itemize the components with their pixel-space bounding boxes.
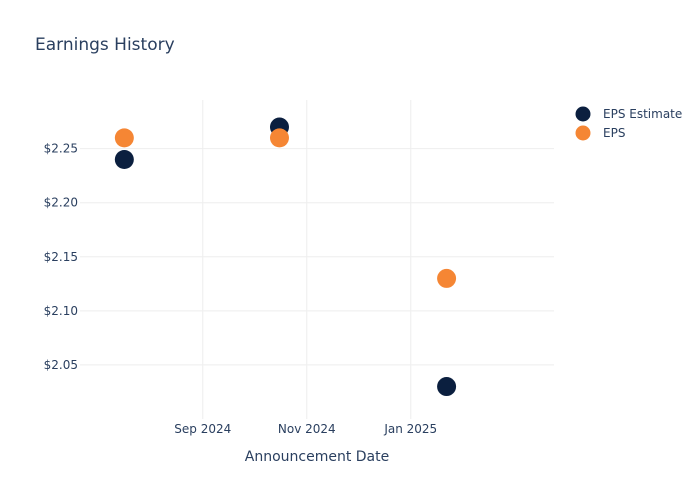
legend-marker xyxy=(575,106,591,122)
x-axis-title: Announcement Date xyxy=(245,449,389,465)
x-tick-label: Jan 2025 xyxy=(383,422,437,436)
legend-item-eps[interactable]: EPS xyxy=(575,125,626,141)
gridlines xyxy=(80,100,554,419)
eps-point[interactable] xyxy=(269,128,289,148)
data-points xyxy=(114,117,457,397)
y-axis-ticks: $2.05 $2.10 $2.15 $2.20 $2.25 xyxy=(44,142,78,372)
y-tick-label: $2.20 xyxy=(44,196,78,210)
eps-estimate-point[interactable] xyxy=(114,149,134,169)
legend-label: EPS Estimate xyxy=(603,107,682,121)
x-tick-label: Sep 2024 xyxy=(174,422,231,436)
eps-point[interactable] xyxy=(437,268,457,288)
x-tick-label: Nov 2024 xyxy=(278,422,336,436)
chart-title: Earnings History xyxy=(35,35,175,55)
x-axis-ticks: Sep 2024 Nov 2024 Jan 2025 xyxy=(174,422,437,436)
legend-item-eps-estimate[interactable]: EPS Estimate xyxy=(575,106,683,122)
legend[interactable]: EPS Estimate EPS xyxy=(575,106,683,141)
y-tick-label: $2.25 xyxy=(44,142,78,156)
y-tick-label: $2.15 xyxy=(44,250,78,264)
y-tick-label: $2.05 xyxy=(44,358,78,372)
legend-marker xyxy=(575,125,591,141)
y-tick-label: $2.10 xyxy=(44,304,78,318)
legend-label: EPS xyxy=(603,126,625,140)
eps-point[interactable] xyxy=(114,128,134,148)
eps-estimate-point[interactable] xyxy=(437,377,457,397)
